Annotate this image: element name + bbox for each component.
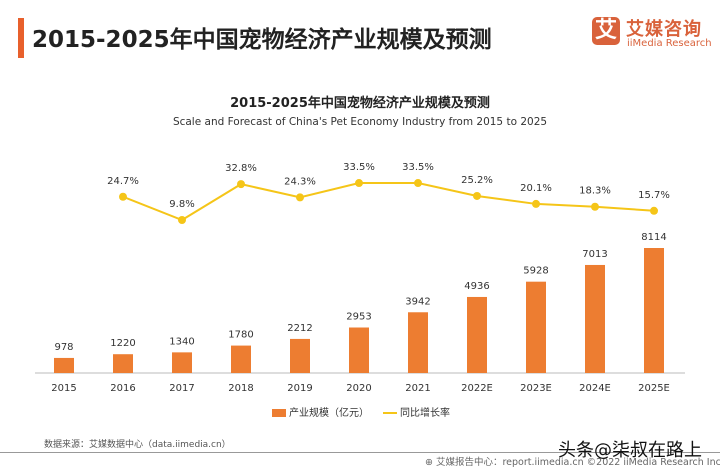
growth-label: 15.7% [638,190,670,201]
legend-bar-swatch [272,409,286,417]
bar-label: 7013 [582,249,607,260]
bar-label: 8114 [641,232,666,243]
page-title: 2015-2025年中国宠物经济产业规模及预测 [32,27,492,53]
x-tick-label: 2016 [110,383,135,394]
bar-label: 4936 [464,281,489,292]
legend-line-label: 同比增长率 [400,408,450,419]
watermark: 头条@柒叔在路上 [558,440,702,461]
bar-label: 1340 [169,336,194,347]
bar [467,296,487,373]
logo-text: 艾媒咨询 [626,19,702,40]
growth-label: 24.7% [107,176,139,187]
bar [290,338,310,373]
legend-bar-label: 产业规模（亿元） [289,408,369,419]
source-note: 数据来源：艾媒数据中心（data.iimedia.cn） [44,440,231,450]
growth-point [414,179,422,188]
x-tick-label: 2025E [638,383,670,394]
growth-label: 18.3% [579,186,611,197]
growth-label: 24.3% [284,176,316,187]
growth-point [591,202,599,211]
bar [172,352,192,373]
bar [585,264,605,373]
growth-label: 33.5% [343,162,375,173]
x-tick-label: 2023E [520,383,552,394]
growth-point [650,206,658,215]
bar-label: 3942 [405,296,430,307]
bar-label: 1220 [110,338,135,349]
growth-label: 32.8% [225,163,257,174]
growth-point [237,180,245,189]
legend: 产业规模（亿元） 同比增长率 [272,404,450,419]
bar-label: 1780 [228,330,253,341]
bar [526,281,546,373]
x-tick-label: 2021 [405,383,430,394]
growth-point [532,199,540,208]
bar-label: 2953 [346,312,371,323]
footer-text: ⊕ 艾媒报告中心：report.iimedia.cn ©2022 iiMedia… [425,457,720,468]
legend-bar: 产业规模（亿元） [272,404,369,419]
growth-point [119,192,127,201]
bar-label: 2212 [287,323,312,334]
legend-line: 同比增长率 [383,404,450,419]
chart-title: 2015-2025年中国宠物经济产业规模及预测 [230,96,490,111]
bar [408,312,428,373]
x-tick-label: 2018 [228,383,253,394]
chart-subtitle: Scale and Forecast of China's Pet Econom… [172,116,548,128]
growth-point [296,193,304,202]
growth-label: 25.2% [461,175,493,186]
growth-label: 33.5% [402,162,434,173]
bar [113,354,133,373]
logo-subtext: iiMedia Research [627,38,712,49]
x-tick-label: 2019 [287,383,312,394]
bar-label: 978 [54,342,73,353]
x-tick-label: 2015 [51,383,76,394]
growth-point [355,179,363,188]
growth-label: 20.1% [520,183,552,194]
bar [644,248,664,373]
x-tick-label: 2022E [461,383,493,394]
bar [349,327,369,373]
growth-label: 9.8% [169,199,194,210]
growth-point [178,216,186,224]
x-tick-label: 2024E [579,383,611,394]
growth-line [122,182,655,222]
bar [54,357,74,373]
title-accent-bar [18,18,24,58]
growth-point [473,191,481,200]
bar [231,345,251,373]
x-tick-label: 2017 [169,383,194,394]
legend-line-swatch [383,412,397,414]
logo-icon: 艾 [592,17,620,45]
bar-label: 5928 [523,266,548,277]
x-tick-label: 2020 [346,383,371,394]
divider [0,452,720,453]
